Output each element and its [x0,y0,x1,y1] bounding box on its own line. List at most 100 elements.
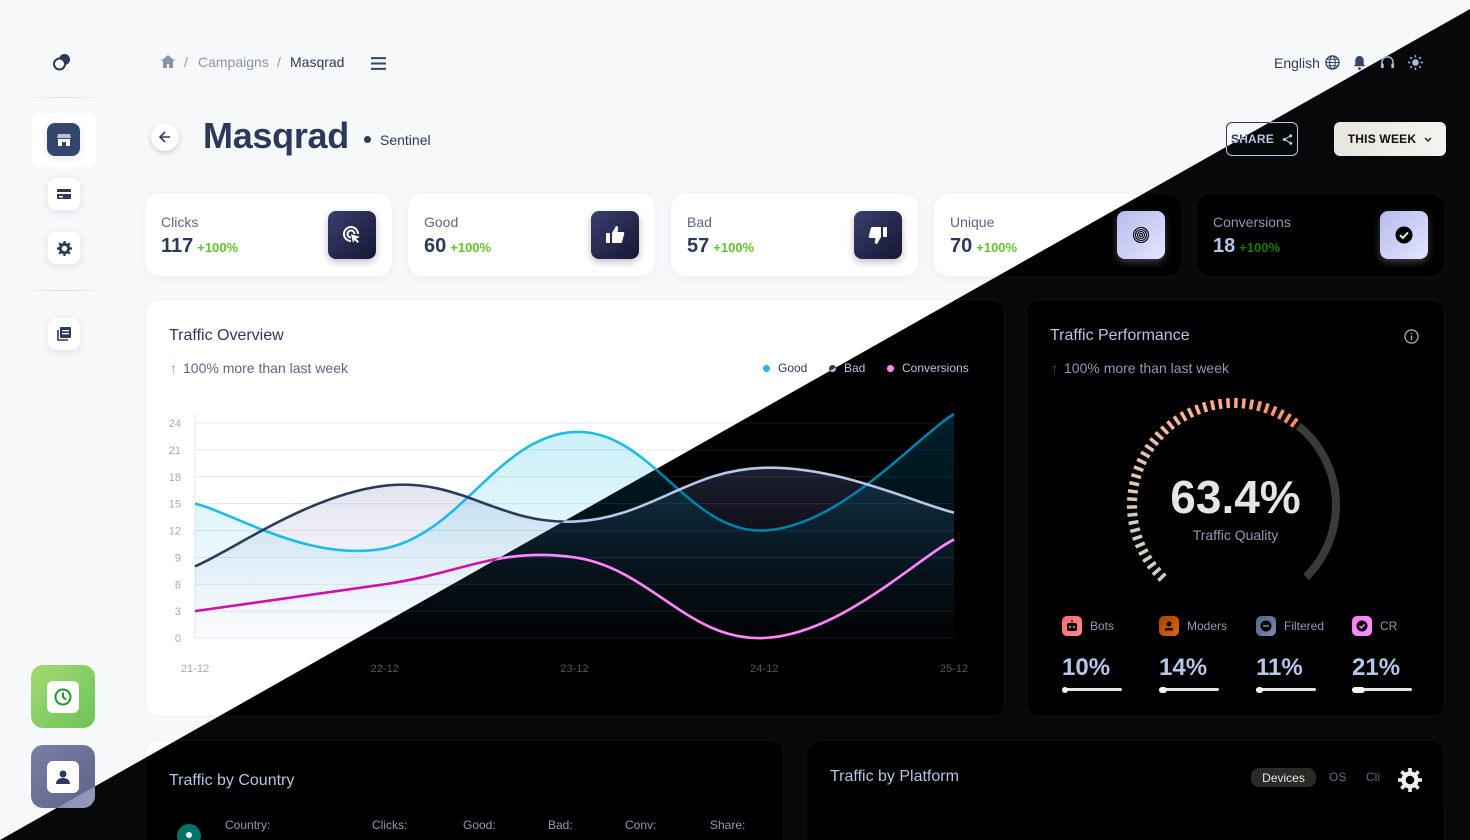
tab-clients[interactable]: Cli [1366,770,1380,784]
stat-label: Conversions [1213,214,1291,230]
column-header-country[interactable]: Country: [225,818,271,832]
metric-value: 11% [1256,654,1303,681]
stat-label: Good [424,214,459,230]
column-header-clicks[interactable]: Clicks: [372,818,408,832]
breadcrumb-campaigns[interactable]: Campaigns [198,54,269,70]
breadcrumb-current: Masqrad [290,54,345,70]
user-icon [56,770,70,784]
sidebar-tile-profile[interactable] [31,745,95,808]
gauge-tick [1142,554,1153,563]
x-tick-label: 25-12 [940,663,968,675]
sidebar-item-billing[interactable] [48,178,80,210]
stat-value: 70 [950,235,973,257]
y-tick-label: 12 [169,526,181,538]
share-label: SHARE [1230,132,1274,146]
headset-icon[interactable] [1380,55,1395,70]
stat-card-unique: Unique 70 +100% [934,194,1181,276]
metric-value: 21% [1352,654,1401,681]
gauge-tick [1217,398,1223,410]
sidebar-tile-history[interactable] [31,665,95,728]
column-header-bad[interactable]: Bad: [548,818,573,832]
metric-progress-fill [1159,686,1168,693]
gauge-tick [1248,399,1255,410]
stat-change: +100% [976,240,1018,255]
metric-progress [1159,686,1219,693]
metric-progress [1256,686,1316,693]
stat-change: +100% [450,240,492,255]
logo-icon[interactable] [52,52,72,72]
y-tick-label: 9 [175,552,181,564]
language-selector[interactable]: English [1274,55,1320,71]
traffic-by-platform-title: Traffic by Platform [830,768,959,785]
gauge-tick [1201,401,1209,413]
gauge-tick [1166,420,1176,431]
gauge-tick [1144,443,1155,453]
gauge-tick [1154,431,1164,441]
stat-change: +100% [1239,240,1281,255]
chevron-down-icon [1424,137,1432,142]
metric-label: Filtered [1284,619,1325,633]
fingerprint-icon [1132,226,1150,244]
metric-progress [1352,686,1412,693]
metric-progress-fill [1352,686,1365,693]
x-tick-label: 21-12 [181,663,209,675]
breadcrumb-separator: / [184,54,188,70]
gauge-tick [1283,413,1292,424]
gauge-tick [1226,398,1231,409]
gauge-tick [1194,404,1202,415]
back-button[interactable] [151,123,179,151]
globe-icon[interactable] [1325,55,1340,70]
gauge-tick [1186,407,1195,419]
sidebar-item-store[interactable] [47,123,80,156]
gear-icon [1398,768,1422,792]
metric-progress-fill [1256,686,1263,693]
stat-label: Unique [950,214,995,230]
gauge-tick [1172,415,1182,426]
gauge-tick [1263,403,1270,414]
check-badge-icon [1356,620,1368,632]
stat-value: 60 [424,235,447,257]
tab-devices[interactable]: Devices [1251,768,1316,787]
y-tick-label: 0 [175,633,181,645]
metric-label: Moders [1187,619,1228,633]
sidebar-divider [22,290,106,291]
metric-progress [1062,686,1122,693]
share-icon [1282,133,1293,145]
status-label: Sentinel [380,132,431,148]
sun-icon[interactable] [1408,55,1423,70]
sidebar-item-documents[interactable] [48,318,80,350]
gear-icon [56,240,72,256]
y-tick-label: 18 [169,472,181,484]
gauge-tick [1159,425,1170,436]
stat-card-clicks: Clicks 117 +100% [145,194,392,276]
metric-label: CR [1380,619,1398,633]
robot-icon [1067,620,1077,631]
column-header-good[interactable]: Good: [463,818,496,832]
share-button[interactable]: SHARE [1226,122,1298,156]
stat-change: +100% [713,240,755,255]
y-tick-label: 15 [169,499,181,511]
traffic-by-platform-card [806,740,1445,840]
stat-card-conversions: Conversions 18 +100% [1197,194,1444,276]
sidebar-item-settings[interactable] [48,232,80,264]
menu-icon[interactable] [371,56,386,71]
column-header-conv[interactable]: Conv: [625,818,657,832]
bell-icon[interactable] [1352,55,1367,70]
settings-fab[interactable] [1382,752,1438,808]
gauge-tick [1157,572,1167,582]
home-icon[interactable] [161,55,175,68]
sidebar-divider [22,97,106,98]
cursor-click-icon [343,226,360,243]
clock-icon [54,688,72,705]
stat-change: +100% [197,240,239,255]
period-label: THIS WEEK [1347,132,1417,146]
stat-value: 117 [161,235,194,257]
traffic-quality-gauge [1126,397,1340,582]
period-dropdown[interactable]: THIS WEEK [1334,122,1446,156]
gauge-tick [1289,417,1299,428]
traffic-overview-chart: 0 3 6 9 12 15 18 21 24 21-12 22-12 23-12 24-12 25-12 [169,412,968,675]
thumbs-down-icon [868,227,887,244]
tab-os[interactable]: OS [1329,770,1347,784]
column-header-share[interactable]: Share: [710,818,746,832]
